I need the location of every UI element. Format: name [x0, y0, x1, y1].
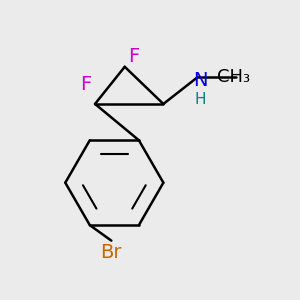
- Text: F: F: [80, 75, 92, 94]
- Text: H: H: [195, 92, 206, 107]
- Text: F: F: [128, 47, 139, 66]
- Text: N: N: [193, 71, 208, 90]
- Text: Br: Br: [100, 243, 122, 262]
- Text: CH₃: CH₃: [217, 68, 250, 86]
